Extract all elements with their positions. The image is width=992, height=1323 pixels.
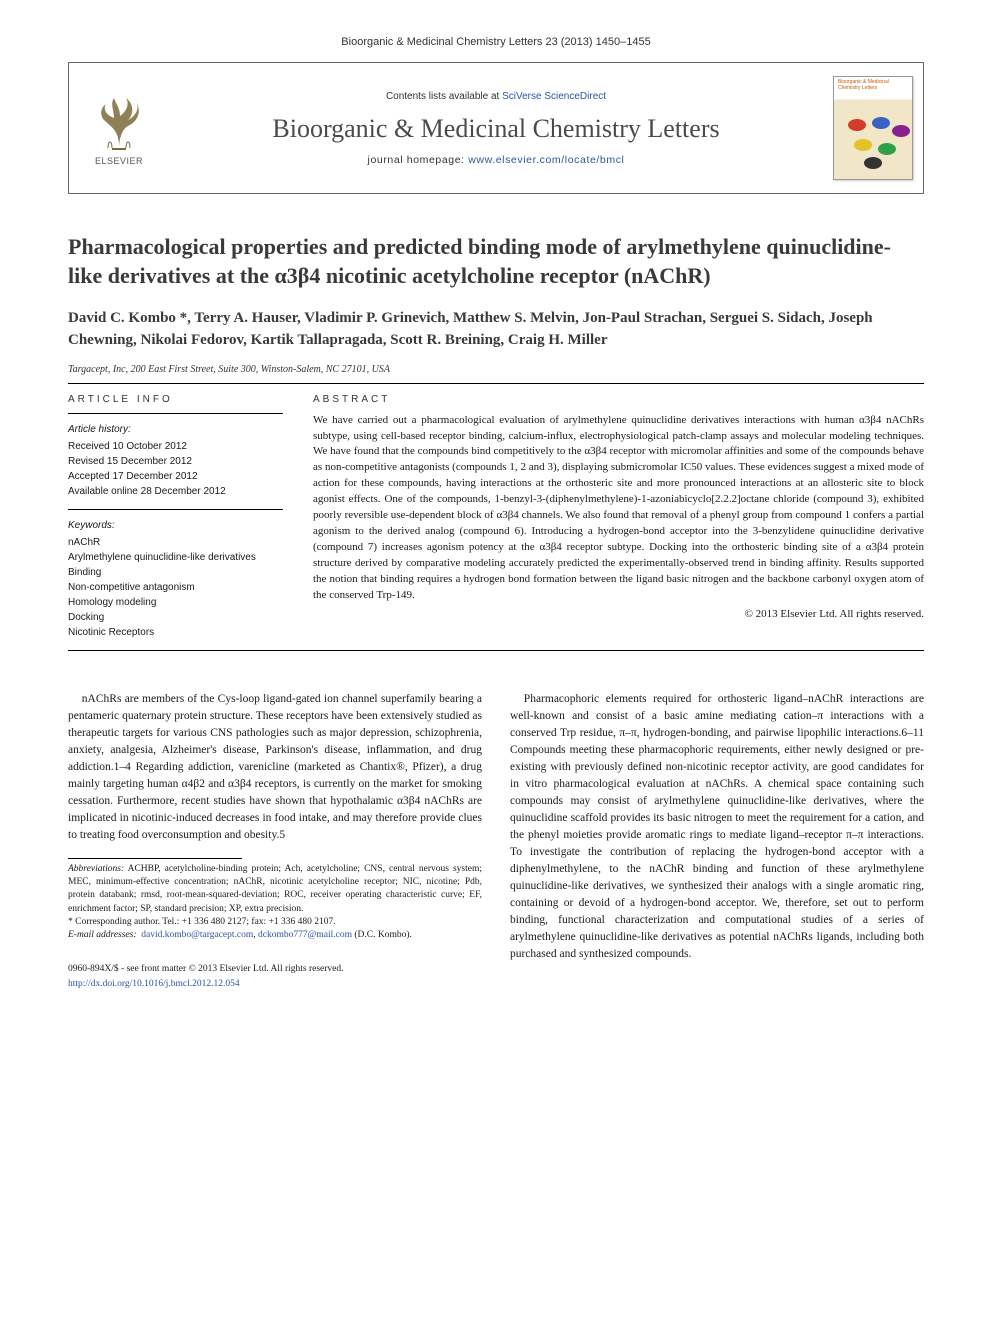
- email-link-2[interactable]: dckombo777@mail.com: [258, 930, 352, 940]
- body-col-1: nAChRs are members of the Cys-loop ligan…: [68, 691, 482, 991]
- history-revised: Revised 15 December 2012: [68, 454, 283, 469]
- elsevier-logo: ELSEVIER: [84, 83, 154, 173]
- body-para: Pharmacophoric elements required for ort…: [510, 691, 924, 963]
- abbrev-text: ACHBP, acetylcholine-binding protein; Ac…: [68, 864, 482, 914]
- page-root: Bioorganic & Medicinal Chemistry Letters…: [0, 0, 992, 1031]
- abstract-box: ABSTRACT We have carried out a pharmacol…: [313, 384, 924, 650]
- cover-blob: [872, 117, 890, 129]
- abbrev-head: Abbreviations:: [68, 864, 124, 874]
- cover-blob: [854, 139, 872, 151]
- masthead-center: Contents lists available at SciVerse Sci…: [169, 63, 823, 193]
- contents-prefix: Contents lists available at: [386, 91, 502, 102]
- emails: E-mail addresses: david.kombo@targacept.…: [68, 929, 482, 942]
- sciencedirect-link[interactable]: SciVerse ScienceDirect: [502, 91, 606, 102]
- front-matter-line: 0960-894X/$ - see front matter © 2013 El…: [68, 962, 482, 976]
- running-citation: Bioorganic & Medicinal Chemistry Letters…: [68, 36, 924, 48]
- history-accepted: Accepted 17 December 2012: [68, 469, 283, 484]
- article-title: Pharmacological properties and predicted…: [68, 232, 924, 290]
- keyword-item: Binding: [68, 565, 283, 580]
- abstract-text: We have carried out a pharmacological ev…: [313, 413, 924, 604]
- keyword-item: nAChR: [68, 535, 283, 550]
- keyword-item: Nicotinic Receptors: [68, 625, 283, 640]
- cover-blob: [892, 125, 910, 137]
- history-online: Available online 28 December 2012: [68, 484, 283, 499]
- article-info-left: ARTICLE INFO Article history: Received 1…: [68, 384, 283, 650]
- authors-text: David C. Kombo *, Terry A. Hauser, Vladi…: [68, 310, 873, 348]
- keywords-head: Keywords:: [68, 518, 283, 533]
- keyword-item: Homology modeling: [68, 595, 283, 610]
- cover-title: Bioorganic & Medicinal Chemistry Letters: [838, 80, 908, 91]
- footnote-separator: [68, 858, 242, 859]
- body-para: nAChRs are members of the Cys-loop ligan…: [68, 691, 482, 844]
- elsevier-wordmark: ELSEVIER: [95, 156, 143, 166]
- elsevier-tree-icon: [90, 90, 148, 152]
- abstract-copyright: © 2013 Elsevier Ltd. All rights reserved…: [313, 608, 924, 620]
- corresponding-author: * Corresponding author. Tel.: +1 336 480…: [68, 916, 482, 929]
- front-matter: 0960-894X/$ - see front matter © 2013 El…: [68, 962, 482, 990]
- keywords-list: nAChRArylmethylene quinuclidine-like der…: [68, 535, 283, 640]
- journal-name: Bioorganic & Medicinal Chemistry Letters: [173, 114, 819, 144]
- doi-link[interactable]: http://dx.doi.org/10.1016/j.bmcl.2012.12…: [68, 979, 240, 989]
- email-head: E-mail addresses:: [68, 930, 137, 940]
- journal-home: journal homepage: www.elsevier.com/locat…: [173, 154, 819, 166]
- contents-line: Contents lists available at SciVerse Sci…: [173, 91, 819, 102]
- home-prefix: journal homepage:: [368, 154, 469, 166]
- cover-box: Bioorganic & Medicinal Chemistry Letters: [823, 63, 923, 193]
- body-columns: nAChRs are members of the Cys-loop ligan…: [68, 691, 924, 991]
- abbreviations: Abbreviations: ACHBP, acetylcholine-bind…: [68, 863, 482, 916]
- abstract-heading: ABSTRACT: [313, 394, 924, 405]
- email-link-1[interactable]: david.kombo@targacept.com: [141, 930, 253, 940]
- publisher-logo-box: ELSEVIER: [69, 63, 169, 193]
- body-col-2: Pharmacophoric elements required for ort…: [510, 691, 924, 991]
- keyword-item: Docking: [68, 610, 283, 625]
- article-info-heading: ARTICLE INFO: [68, 394, 283, 405]
- journal-cover-thumb: Bioorganic & Medicinal Chemistry Letters: [833, 76, 913, 180]
- authors-list: David C. Kombo *, Terry A. Hauser, Vladi…: [68, 308, 924, 352]
- journal-home-link[interactable]: www.elsevier.com/locate/bmcl: [468, 154, 624, 166]
- cover-art: [844, 117, 902, 169]
- affiliation: Targacept, Inc, 200 East First Street, S…: [68, 364, 924, 375]
- keyword-item: Arylmethylene quinuclidine-like derivati…: [68, 550, 283, 565]
- masthead: ELSEVIER Contents lists available at Sci…: [68, 62, 924, 194]
- footnotes: Abbreviations: ACHBP, acetylcholine-bind…: [68, 863, 482, 943]
- keyword-item: Non-competitive antagonism: [68, 580, 283, 595]
- cover-blob: [848, 119, 866, 131]
- cover-blob: [864, 157, 882, 169]
- history-received: Received 10 October 2012: [68, 439, 283, 454]
- history-head: Article history:: [68, 422, 283, 437]
- article-info-row: ARTICLE INFO Article history: Received 1…: [68, 383, 924, 651]
- email-tail: (D.C. Kombo).: [352, 930, 412, 940]
- cover-blob: [878, 143, 896, 155]
